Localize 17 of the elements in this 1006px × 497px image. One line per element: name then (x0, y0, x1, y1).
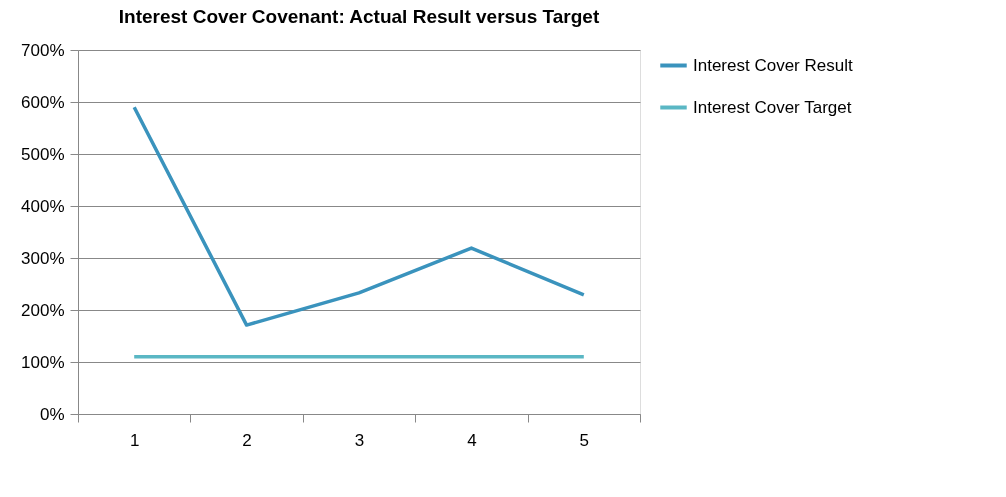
y-tick-label: 400% (21, 196, 65, 216)
x-tick-label: 4 (467, 430, 477, 450)
y-tick-label: 200% (21, 300, 65, 320)
line-series (132, 105, 586, 327)
x-tick-label: 5 (579, 430, 590, 450)
y-tick-label: 600% (21, 92, 65, 112)
y-tick-label: 300% (21, 248, 65, 268)
y-tick-label: 500% (21, 144, 65, 164)
x-tick-label: 1 (129, 430, 140, 450)
y-tick-label: 100% (21, 352, 65, 372)
legend-label: Interest Cover Target (693, 97, 852, 117)
chart-title: Interest Cover Covenant: Actual Result versus Target (118, 6, 600, 27)
legend-label: Interest Cover Result (693, 55, 853, 75)
x-tick-label: 2 (242, 430, 252, 450)
y-tick-label: 0% (39, 404, 65, 424)
x-tick-label: 3 (354, 430, 365, 450)
y-tick-label: 700% (21, 40, 65, 60)
